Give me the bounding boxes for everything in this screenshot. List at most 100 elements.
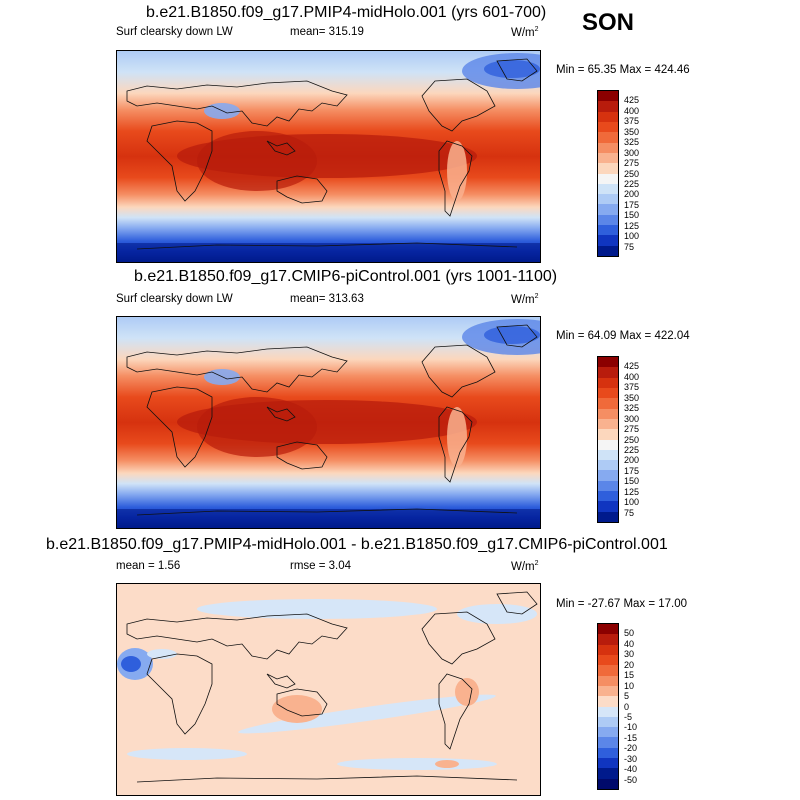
colorbar-tick-label: -30 (624, 753, 638, 764)
panel-2-map (116, 316, 541, 529)
panel-1-colorbar (597, 90, 619, 257)
panel-1-mean-label: mean= 315.19 (290, 26, 364, 38)
colorbar-swatch (598, 439, 618, 450)
colorbar-swatch (598, 644, 618, 655)
colorbar-swatch (598, 449, 618, 461)
panel-2-mean-label: mean= 313.63 (290, 293, 364, 305)
colorbar-swatch (598, 470, 618, 481)
colorbar-tick-label: 50 (624, 628, 635, 639)
colorbar-swatch (598, 665, 618, 676)
colorbar-tick-label: 125 (624, 486, 640, 497)
colorbar-tick-label: 175 (624, 199, 640, 210)
panel-2-variable-label: Surf clearsky down LW (116, 293, 233, 305)
colorbar-tick-label: 75 (624, 507, 635, 518)
colorbar-tick-label: 225 (624, 444, 640, 455)
panel-1-variable-label: Surf clearsky down LW (116, 26, 233, 38)
panel-3-minmax: Min = -27.67 Max = 17.00 (556, 598, 688, 610)
colorbar-swatch (598, 204, 618, 215)
colorbar-tick-label: -20 (624, 743, 638, 754)
colorbar-tick-label: 100 (624, 497, 640, 508)
colorbar-tick-label: 200 (624, 455, 640, 466)
colorbar-swatch (598, 398, 618, 409)
colorbar-swatch (598, 460, 618, 471)
colorbar-tick-label: 425 (624, 95, 640, 106)
colorbar-tick-label: -40 (624, 764, 638, 775)
colorbar-tick-label: 275 (624, 158, 640, 169)
colorbar-tick-label: -50 (624, 774, 638, 785)
colorbar-tick-label: 225 (624, 178, 640, 189)
colorbar-tick-label: 75 (624, 241, 635, 252)
colorbar-tick-label: -5 (624, 711, 633, 722)
panel-1-title: b.e21.B1850.f09_g17.PMIP4-midHolo.001 (y… (146, 4, 547, 21)
colorbar-swatch (598, 121, 618, 133)
colorbar-swatch (598, 737, 618, 748)
colorbar-swatch (598, 245, 618, 256)
colorbar-swatch (598, 727, 618, 738)
colorbar-tick-label: 15 (624, 670, 635, 681)
colorbar-swatch (598, 194, 618, 205)
colorbar-swatch (598, 91, 618, 102)
panel-2-colorbar (597, 356, 619, 523)
colorbar-swatch (598, 624, 618, 635)
colorbar-swatch (598, 142, 618, 153)
colorbar-swatch (598, 163, 618, 174)
colorbar-swatch (598, 152, 618, 164)
colorbar-tick-label: 325 (624, 403, 640, 414)
panel-1-units: W/m2 (511, 26, 539, 39)
panel-1-map (116, 50, 541, 263)
colorbar-tick-label: 20 (624, 659, 635, 670)
colorbar-swatch (598, 214, 618, 226)
colorbar-swatch (598, 377, 618, 388)
colorbar-swatch (598, 747, 618, 759)
colorbar-tick-label: 175 (624, 465, 640, 476)
panel-1-minmax: Min = 65.35 Max = 424.46 (556, 64, 690, 76)
colorbar-tick-label: 375 (624, 382, 640, 393)
colorbar-swatch (598, 654, 618, 666)
colorbar-swatch (598, 111, 618, 122)
colorbar-swatch (598, 429, 618, 440)
colorbar-swatch (598, 367, 618, 378)
panel-3-rmse-label: rmse = 3.04 (290, 560, 352, 572)
colorbar-tick-label: 40 (624, 638, 635, 649)
colorbar-swatch (598, 235, 618, 246)
colorbar-swatch (598, 634, 618, 645)
colorbar-swatch (598, 768, 618, 779)
colorbar-swatch (598, 511, 618, 522)
season-label: SON (582, 9, 635, 36)
colorbar-tick-label: 100 (624, 231, 640, 242)
colorbar-tick-label: 150 (624, 210, 640, 221)
colorbar-swatch (598, 491, 618, 502)
colorbar-tick-label: -15 (624, 732, 638, 743)
panel-1-field (117, 51, 540, 262)
colorbar-swatch (598, 357, 618, 368)
colorbar-swatch (598, 696, 618, 707)
colorbar-tick-label: 425 (624, 361, 640, 372)
colorbar-tick-label: 30 (624, 649, 635, 660)
colorbar-tick-label: 400 (624, 371, 640, 382)
colorbar-tick-label: 250 (624, 434, 640, 445)
panel-3-map (116, 583, 541, 796)
colorbar-swatch (598, 101, 618, 112)
colorbar-swatch (598, 675, 618, 686)
colorbar-tick-label: 0 (624, 701, 630, 712)
panel-2-minmax: Min = 64.09 Max = 422.04 (556, 330, 690, 342)
panel-3-colorbar (597, 623, 619, 790)
colorbar-tick-label: 150 (624, 476, 640, 487)
panel-2-title: b.e21.B1850.f09_g17.CMIP6-piControl.001 … (134, 268, 558, 285)
colorbar-swatch (598, 501, 618, 512)
colorbar-tick-label: 350 (624, 126, 640, 137)
colorbar-tick-label: 275 (624, 424, 640, 435)
colorbar-tick-label: 200 (624, 189, 640, 200)
panel-3-title: b.e21.B1850.f09_g17.PMIP4-midHolo.001 - … (46, 536, 668, 553)
colorbar-swatch (598, 706, 618, 717)
colorbar-swatch (598, 778, 618, 789)
panel-3-units: W/m2 (511, 560, 539, 573)
colorbar-tick-label: 125 (624, 220, 640, 231)
colorbar-tick-label: -10 (624, 722, 638, 733)
colorbar-swatch (598, 758, 618, 769)
panel-2-field (117, 317, 540, 528)
colorbar-tick-label: 10 (624, 680, 635, 691)
colorbar-swatch (598, 183, 618, 195)
colorbar-swatch (598, 418, 618, 430)
colorbar-swatch (598, 132, 618, 143)
